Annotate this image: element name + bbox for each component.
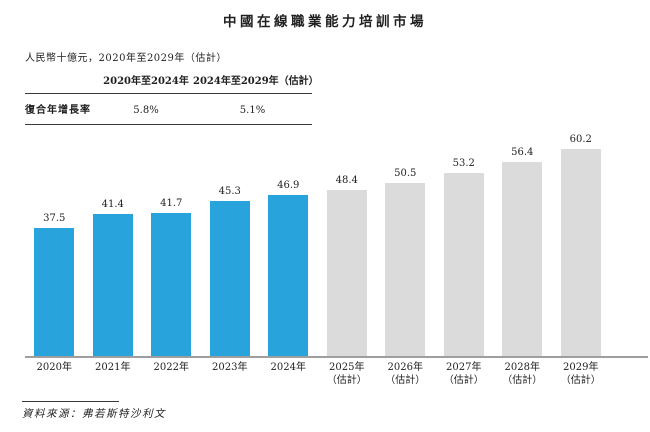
bar-2025年 [326, 190, 367, 358]
x-axis-labels: 2020年 2021年 2022年 2023年 2024年 2025年 （估計） 2026年（… [25, 362, 610, 387]
x-axis-label-2026年: 2026年 （估計） [376, 362, 435, 387]
bar-value-label: 41.7 [160, 198, 183, 210]
cagr-row-label: 復合年增長率 [25, 105, 91, 116]
bar-value-label: 60.2 [569, 134, 592, 145]
bar-2021年 [92, 214, 133, 358]
x-axis-label-estimate-note: （估計） [326, 374, 367, 386]
x-axis-label-year: 2021年 [95, 362, 131, 373]
x-axis-label-2028年: 2028年 （估計） [493, 362, 552, 387]
page-title: 中國在線職業能力培訓市場 [223, 14, 427, 30]
x-axis-label-year: 2028年 [504, 362, 540, 373]
bar-slot-2028年: 56.4 [493, 147, 552, 358]
source-divider [22, 401, 119, 402]
bar-slot-2029年: 60.2 [552, 134, 611, 358]
bar-value-label: 45.3 [218, 185, 241, 197]
x-axis-label-year: 2026年 [387, 362, 423, 373]
bar-value-label: 48.4 [335, 175, 358, 186]
x-axis-label-2020年: 2020年 [25, 362, 84, 387]
x-axis-label-year: 2020年 [36, 362, 72, 373]
bar-2023年 [209, 200, 250, 358]
bar-value-label: 56.4 [511, 147, 534, 159]
x-axis-label-estimate-note: （估計） [385, 374, 426, 386]
chart-unit-subtitle: 人民幣十億元，2020年至2029年（估計） [25, 53, 227, 64]
bar-2024年 [268, 195, 309, 358]
bar-2026年 [385, 182, 426, 358]
bar-value-label: 41.4 [101, 199, 124, 211]
cagr-table-data-row: 復合年增長率 5.8% 5.1% [25, 94, 312, 125]
x-axis-label-year: 2024年 [270, 362, 306, 373]
x-axis-label-2022年: 2022年 [142, 362, 201, 387]
cagr-value-2020-2024: 5.8% [133, 105, 159, 116]
x-axis-label-2023年: 2023年 [201, 362, 260, 387]
bar-2028年 [502, 162, 543, 358]
bar-slot-2026年: 50.5 [376, 168, 435, 358]
source-note: 資料來源：弗若斯特沙利文 [22, 408, 166, 420]
x-axis-label-2027年: 2027年 （估計） [435, 362, 494, 387]
cagr-table: 2020年至2024年 2024年至2029年（估計） 復合年增長率 5.8% … [25, 72, 319, 125]
x-axis-label-year: 2023年 [212, 362, 248, 373]
cagr-header-2024-2029: 2024年至2029年（估計） [193, 76, 319, 87]
bar-chart-plot-area: 37.5 41.4 41.7 45.3 46.9 48.4 50.5 53.2 56.4 60.2 [25, 134, 610, 358]
cagr-header-2020-2024: 2020年至2024年 [103, 76, 189, 87]
x-axis-line [25, 356, 648, 358]
cagr-table-header-row: 2020年至2024年 2024年至2029年（估計） [25, 72, 319, 94]
x-axis-label-estimate-note: （估計） [502, 374, 543, 386]
bar-slot-2023年: 45.3 [201, 186, 260, 358]
x-axis-label-2025年: 2025年 （估計） [318, 362, 377, 387]
x-axis-label-2021年: 2021年 [84, 362, 143, 387]
bar-slot-2021年: 41.4 [84, 199, 143, 358]
x-axis-label-year: 2029年 [563, 362, 599, 373]
x-axis-label-2029年: 2029年 （估計） [552, 362, 611, 387]
bar-slot-2024年: 46.9 [259, 180, 318, 358]
x-axis-label-2024年: 2024年 [259, 362, 318, 387]
bar-2020年 [34, 227, 75, 358]
bar-2029年 [560, 149, 601, 358]
bar-value-label: 37.5 [43, 212, 66, 224]
bar-2022年 [151, 213, 192, 358]
x-axis-label-estimate-note: （估計） [560, 374, 601, 386]
x-axis-label-year: 2022年 [153, 362, 189, 373]
bar-value-label: 46.9 [277, 180, 300, 192]
bar-2027年 [443, 173, 484, 358]
cagr-value-2024-2029: 5.1% [239, 105, 266, 116]
bar-value-label: 50.5 [394, 167, 417, 179]
bar-slot-2022年: 41.7 [142, 198, 201, 358]
x-axis-label-year: 2027年 [446, 362, 482, 373]
x-axis-label-year: 2025年 [329, 362, 365, 373]
bar-slot-2027年: 53.2 [435, 158, 494, 358]
bar-value-label: 53.2 [452, 158, 475, 170]
bar-slot-2025年: 48.4 [318, 175, 377, 358]
x-axis-label-estimate-note: （估計） [443, 374, 484, 386]
bar-slot-2020年: 37.5 [25, 213, 84, 358]
